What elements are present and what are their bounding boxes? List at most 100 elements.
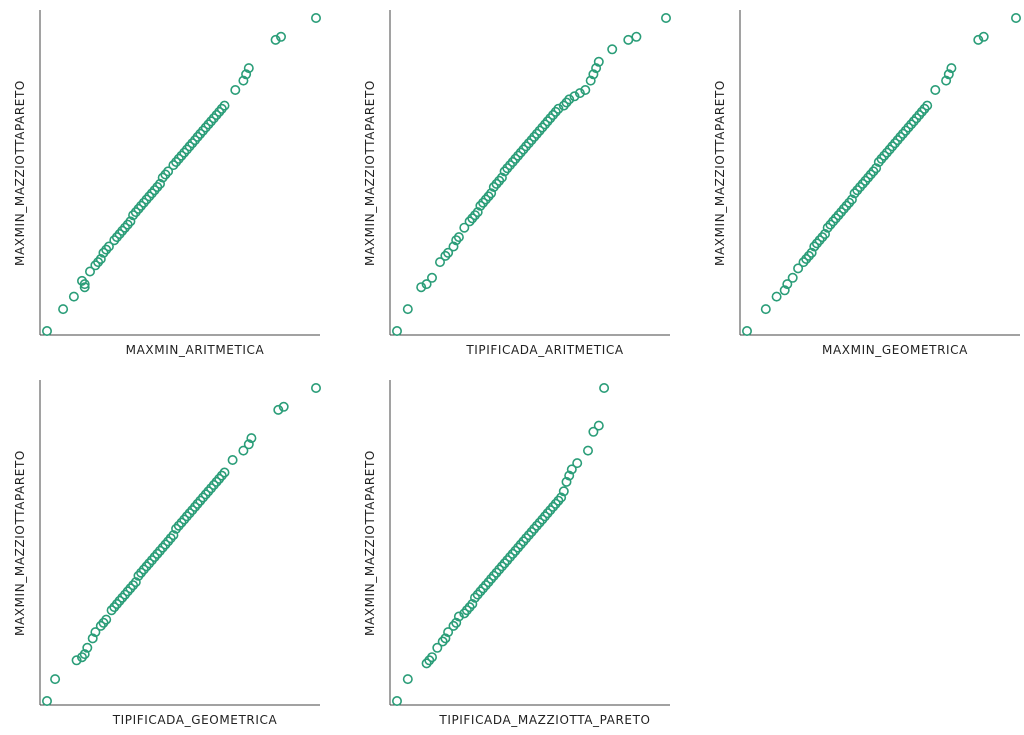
scatter-point [310,13,321,23]
scatter-point [480,194,491,205]
scatter-point [472,207,483,218]
scatter-point [779,285,790,296]
scatter-point [141,194,152,205]
scatter-point [561,97,572,108]
scatter-point [849,188,860,199]
scatter-point [863,172,874,183]
scatter-point [531,520,542,531]
scatter-point [771,291,782,302]
scatter-point [195,128,206,139]
scatter-point [922,100,933,111]
scatter-point [973,34,984,45]
scatter-point [470,210,481,221]
scatter-point [660,13,671,23]
scatter-point [833,210,844,221]
scatter-point [558,486,569,497]
scatter-point [424,655,435,666]
scatter-point [149,552,160,563]
scatter-point [87,633,98,644]
scatter-point [838,203,849,214]
scatter-point [553,103,564,114]
scatter-point [181,511,192,522]
scatter-point [160,169,171,180]
scatter-point [219,100,230,111]
scatter-point [507,548,518,559]
scatter-point [77,652,88,663]
scatter-point [556,492,567,503]
scatter-point [421,658,432,669]
scatter-point [453,232,464,243]
scatter-point [93,257,104,268]
scatter-point [887,141,898,152]
scatter-point [478,583,489,594]
scatter-point [946,63,957,74]
scatter-point [760,304,771,315]
scatter-point [68,291,79,302]
scatter-point [916,106,927,117]
scatter-point [216,470,227,481]
scatter-point [85,266,96,277]
scatter-point [190,501,201,512]
scatter-point [820,229,831,240]
scatter-point [529,131,540,142]
scatter-point [591,63,602,74]
scatter-point [453,611,464,622]
scatter-point [488,182,499,193]
scatter-point [200,122,211,133]
scatter-point [841,200,852,211]
scatter-point [95,254,106,265]
scatter-point [499,558,510,569]
scatter-point [890,138,901,149]
scatter-point [133,570,144,581]
scatter-point [941,75,952,86]
scatter-point [459,222,470,233]
scatter-point [238,445,249,456]
scatter-point [558,100,569,111]
scatter-point [505,160,516,171]
scatter-point [157,542,168,553]
scatter-point [111,232,122,243]
scatter-point [58,304,69,315]
scatter-plot-area [389,380,670,706]
scatter-point [103,241,114,252]
scatter-point [128,210,139,221]
scatter-point [943,69,954,80]
scatter-point [440,250,451,261]
scatter-point [564,94,575,105]
scatter-point [203,119,214,130]
scatter-panel-3: MAXMIN_MAZZIOTTAPARETO MAXMIN_GEOMETRICA [710,5,1024,365]
scatter-point [165,533,176,544]
scatter-point [141,561,152,572]
scatter-point [214,106,225,117]
scatter-point [782,279,793,290]
scatter-point [106,605,117,616]
scatter-point [566,464,577,475]
scatter-point [448,241,459,252]
scatter-point [803,250,814,261]
scatter-point [176,150,187,161]
scatter-point [513,150,524,161]
scatter-point [583,445,594,456]
scatter-point [787,272,798,283]
scatter-point [125,583,136,594]
scatter-point [470,592,481,603]
scatter-point [480,580,491,591]
scatter-point [569,91,580,102]
scatter-point [155,178,166,189]
scatter-point [483,191,494,202]
scatter-point [427,272,438,283]
scatter-point [391,325,402,336]
scatter-point [146,188,157,199]
scatter-point [488,570,499,581]
scatter-point [440,633,451,644]
scatter-point [548,110,559,121]
scatter-point [564,470,575,481]
scatter-point [122,586,133,597]
scatter-point [521,141,532,152]
scatter-point [898,128,909,139]
scatter-point [128,580,139,591]
scatter-point [502,163,513,174]
scatter-point [930,85,941,96]
scatter-point [109,602,120,613]
